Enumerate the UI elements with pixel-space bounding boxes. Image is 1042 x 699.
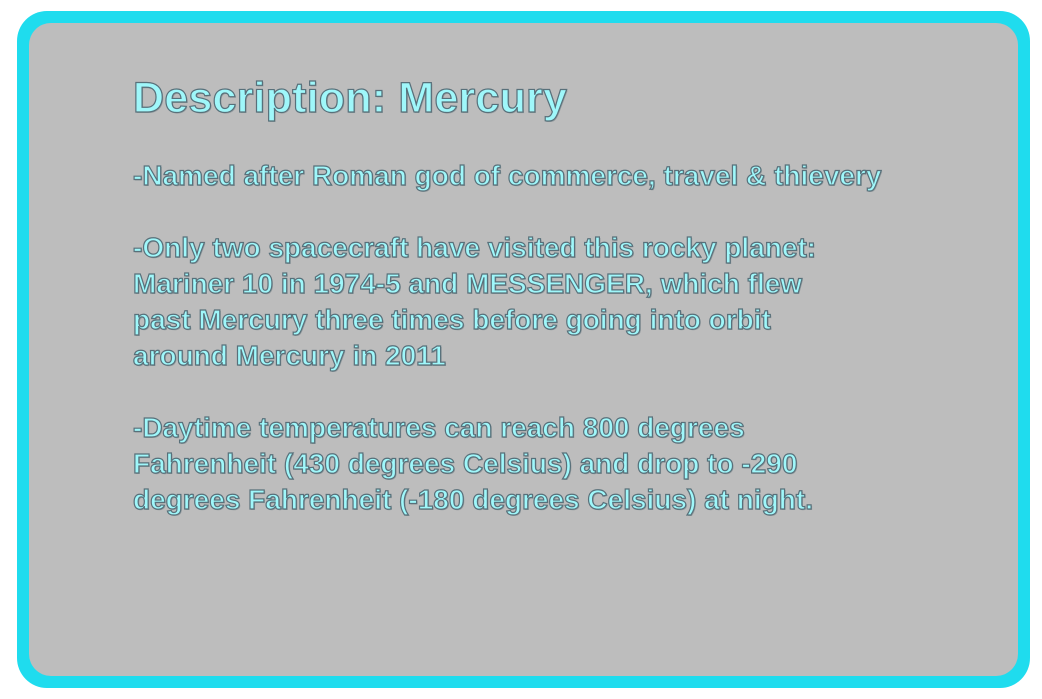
fact-spacecraft-visits: -Only two spacecraft have visited this r…: [132, 232, 817, 372]
fact-name-origin: -Named after Roman god of commerce, trav…: [132, 160, 882, 192]
description-content: Description: Mercury -Named after Roman …: [132, 74, 993, 518]
slide-frame: Description: Mercury -Named after Roman …: [17, 11, 1030, 688]
slide-title: Description: Mercury: [132, 74, 568, 123]
fact-temperatures: -Daytime temperatures can reach 800 degr…: [132, 412, 813, 516]
description-panel: Description: Mercury -Named after Roman …: [29, 23, 1018, 676]
